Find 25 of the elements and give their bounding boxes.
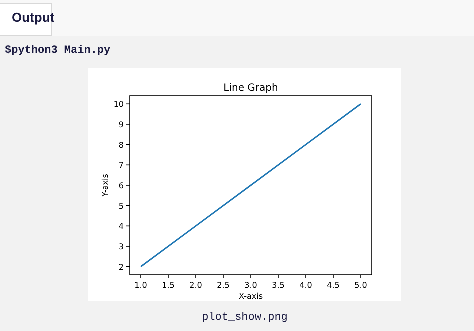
y-tick-label: 9 xyxy=(118,120,124,130)
x-tick-label: 4.0 xyxy=(300,281,312,290)
x-tick-label: 2.0 xyxy=(190,281,202,290)
text: Output xyxy=(12,10,56,25)
line-series xyxy=(140,103,362,268)
x-tick-label: 1.0 xyxy=(134,281,148,290)
y-tick-label: 7 xyxy=(118,161,124,170)
y-tick-label: 10 xyxy=(114,100,124,110)
x-tick-label: 2.5 xyxy=(217,281,230,290)
y-tick-label: 3 xyxy=(118,242,124,252)
x-axis-title: X-axis xyxy=(239,292,263,301)
y-tick-label: 8 xyxy=(118,140,124,150)
chart-title: Line Graph xyxy=(224,83,278,94)
x-tick-label: 1.5 xyxy=(162,281,175,290)
text: $python3 Main.py xyxy=(5,44,112,57)
text: plot_show.png xyxy=(202,312,288,324)
y-axis-title: Y-axis xyxy=(101,174,110,198)
x-tick-label: 3.0 xyxy=(244,281,258,290)
y-tick-label: 6 xyxy=(118,182,124,190)
y-tick-label: 2 xyxy=(118,262,124,272)
y-tick-label: 4 xyxy=(118,222,124,232)
y-tick-label: 5 xyxy=(118,202,124,211)
x-tick-label: 4.5 xyxy=(327,281,340,290)
x-tick-label: 3.5 xyxy=(272,281,285,290)
x-tick-label: 5.0 xyxy=(354,281,368,290)
